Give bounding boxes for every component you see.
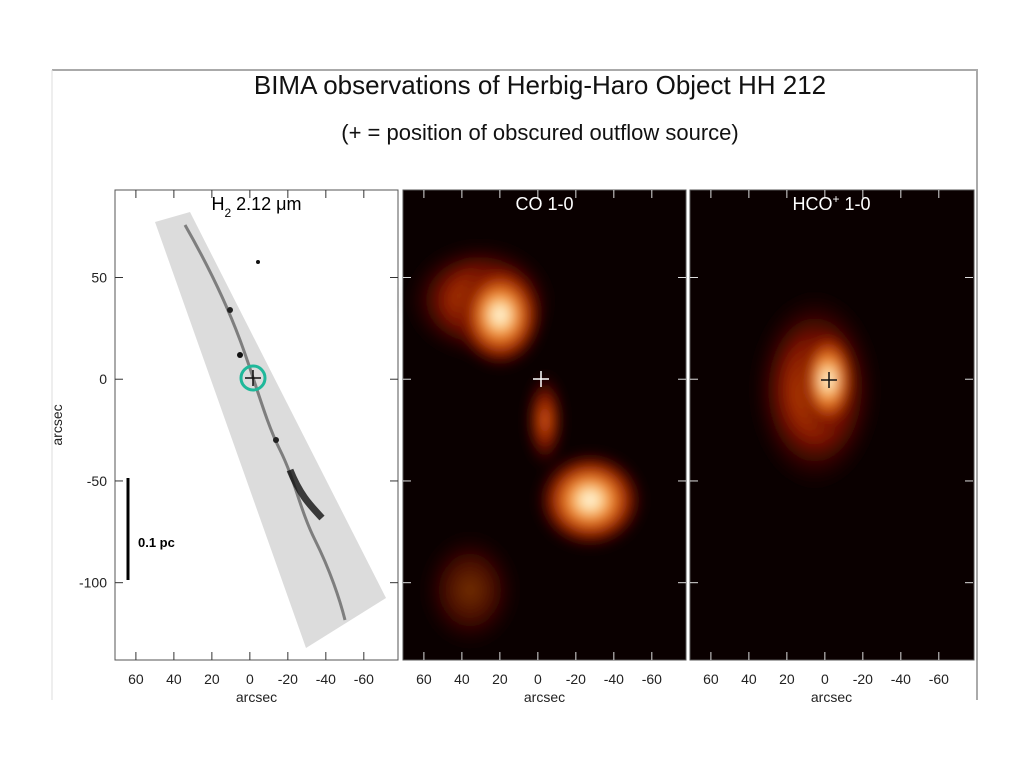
x-tick-label: -40 [891,671,911,687]
x-tick-label: -60 [354,671,374,687]
x-tick-label: 40 [741,671,757,687]
x-tick-label: 0 [246,671,254,687]
x-tick-label: 0 [534,671,542,687]
y-axis-label: arcsec [49,404,65,445]
y-tick-label: -100 [79,575,107,591]
panel-label-part: 1-0 [839,194,870,214]
x-tick-label: -20 [853,671,873,687]
x-tick-label: -60 [929,671,949,687]
x-axis-label: arcsec [811,689,852,705]
panel-label-part: HCO [792,194,832,214]
x-tick-label: 0 [821,671,829,687]
panel-label: HCO+ 1-0 [792,192,870,214]
scale-bar-label: 0.1 pc [138,535,175,550]
x-tick-label: 40 [454,671,470,687]
hco-image [689,189,975,661]
x-tick-label: 40 [166,671,182,687]
x-tick-label: -40 [316,671,336,687]
y-tick-label: 50 [91,269,107,285]
x-tick-label: 20 [779,671,795,687]
x-tick-label: 60 [703,671,719,687]
x-tick-label: 60 [128,671,144,687]
y-tick-label: -50 [87,473,107,489]
panel-label: H2 2.12 μm [211,194,301,220]
panel-label-part: 2 [224,206,231,220]
panel-label-part: 2.12 μm [231,194,301,214]
panel-label-part: H [211,194,224,214]
co-image [402,189,687,661]
x-tick-label: -40 [604,671,624,687]
x-tick-label: 60 [416,671,432,687]
y-tick-label: 0 [99,371,107,387]
x-tick-label: -20 [278,671,298,687]
x-tick-label: 20 [492,671,508,687]
panel-label-part: CO 1-0 [515,194,573,214]
panel-label-part: + [832,192,839,206]
x-axis-label: arcsec [524,689,565,705]
panel-label: CO 1-0 [515,194,573,214]
h2-image: 0.1 pc [114,189,399,661]
x-tick-label: -20 [566,671,586,687]
x-tick-label: 20 [204,671,220,687]
title: BIMA observations of Herbig-Haro Object … [254,70,826,100]
subtitle: (+ = position of obscured outflow source… [341,120,738,145]
x-axis-label: arcsec [236,689,277,705]
x-tick-label: -60 [642,671,662,687]
